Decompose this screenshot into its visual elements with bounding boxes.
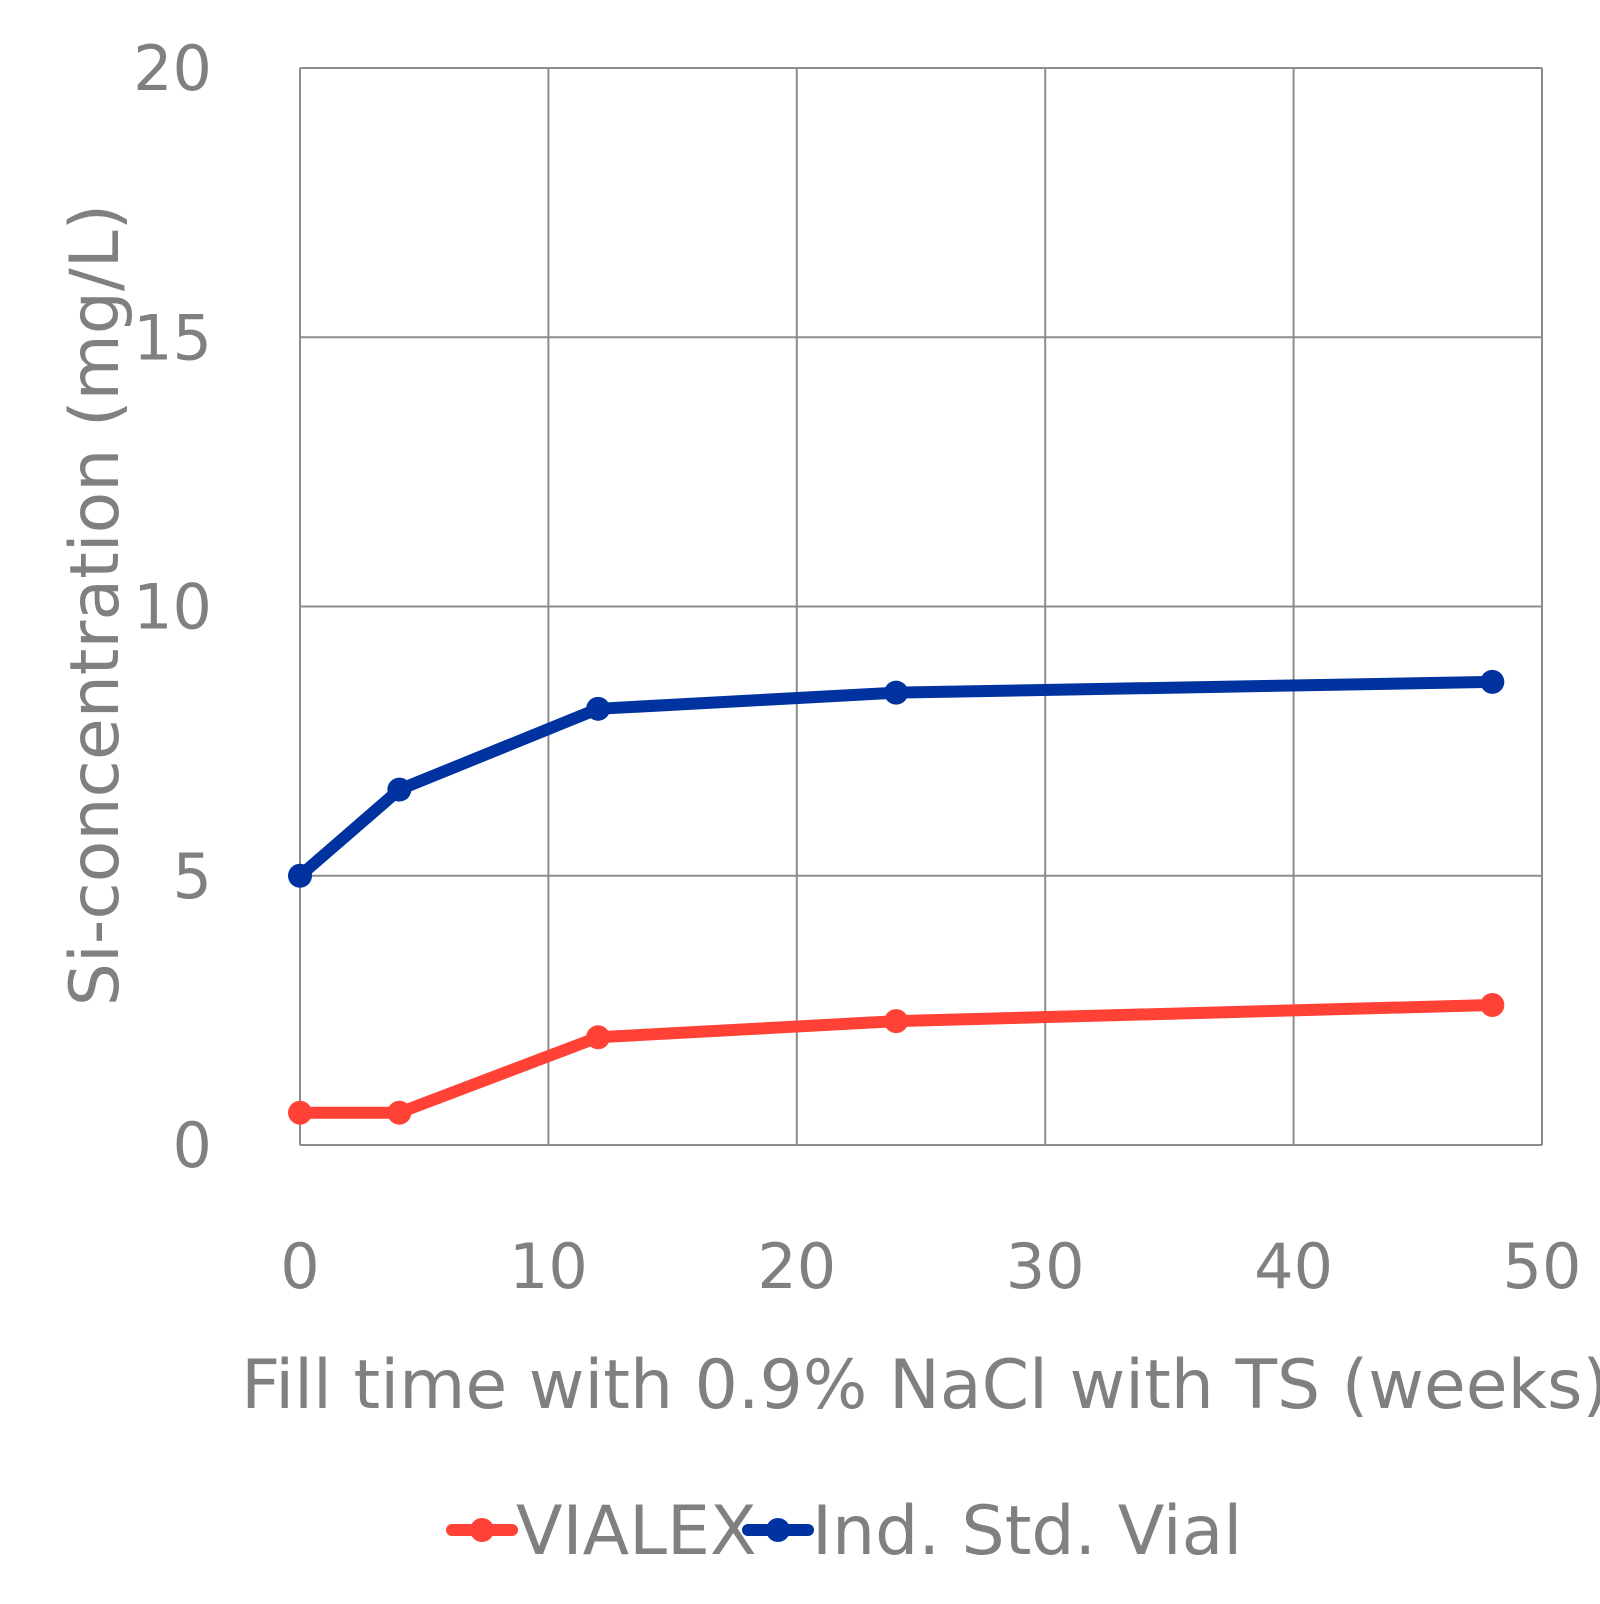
- data-point: [884, 1009, 909, 1034]
- legend-label: VIALEX: [516, 1492, 757, 1571]
- data-point: [1480, 669, 1505, 694]
- y-tick-label: 15: [133, 301, 212, 374]
- legend-swatch-marker: [766, 1518, 790, 1542]
- data-point: [387, 777, 412, 802]
- y-axis-ticks: 0 5 10 15 20: [133, 32, 212, 1182]
- data-point: [586, 1025, 611, 1050]
- legend-item-1: Ind. Std. Vial: [742, 1492, 1242, 1571]
- y-tick-label: 10: [133, 571, 212, 644]
- legend-label: Ind. Std. Vial: [812, 1492, 1242, 1571]
- series-1: [288, 669, 1505, 888]
- x-tick-label: 40: [1254, 1230, 1333, 1303]
- grid: [299, 67, 1543, 1146]
- series-layer: [288, 669, 1505, 1125]
- legend-swatch-marker: [470, 1518, 494, 1542]
- series-line: [294, 675, 1499, 882]
- data-point: [387, 1100, 412, 1125]
- y-tick-label: 20: [133, 32, 212, 105]
- y-axis-title: Si-concentration (mg/L): [56, 204, 135, 1006]
- y-tick-label: 5: [173, 840, 212, 913]
- data-point: [884, 680, 909, 705]
- legend: VIALEX Ind. Std. Vial: [446, 1492, 1242, 1571]
- data-point: [586, 696, 611, 721]
- data-point: [288, 1100, 312, 1125]
- x-tick-label: 50: [1503, 1230, 1582, 1303]
- x-axis-title: Fill time with 0.9% NaCl with TS (weeks): [241, 1346, 1600, 1425]
- x-axis-ticks: 0 10 20 30 40 50: [280, 1230, 1581, 1303]
- y-tick-label: 0: [173, 1109, 212, 1182]
- data-point: [1480, 992, 1505, 1017]
- x-tick-label: 30: [1006, 1230, 1085, 1303]
- legend-item-0: VIALEX: [446, 1492, 757, 1571]
- x-tick-label: 0: [280, 1230, 319, 1303]
- series-0: [288, 992, 1505, 1125]
- x-tick-label: 20: [757, 1230, 836, 1303]
- data-point: [288, 863, 312, 888]
- x-tick-label: 10: [509, 1230, 588, 1303]
